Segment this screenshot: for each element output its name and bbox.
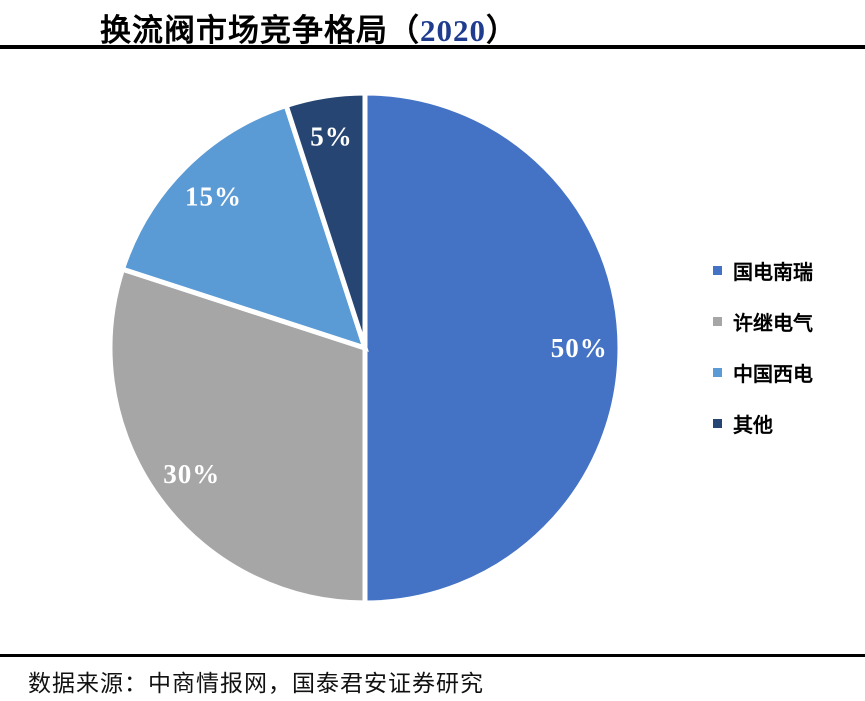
slice-label-1: 30% bbox=[163, 459, 220, 489]
legend-item-1: 许继电气 bbox=[713, 309, 813, 335]
chart-title-year: 2020 bbox=[420, 13, 486, 48]
pie-slice-0 bbox=[362, 90, 623, 606]
legend-label: 其他 bbox=[733, 414, 773, 437]
pie-slice-1 bbox=[107, 266, 368, 606]
legend-swatch-icon bbox=[713, 367, 722, 377]
chart-legend: 国电南瑞许继电气中国西电其他 bbox=[713, 258, 813, 437]
legend-swatch-icon bbox=[713, 418, 722, 428]
legend-item-3: 其他 bbox=[713, 411, 813, 437]
data-source-text: 数据来源：中商情报网，国泰君安证券研究 bbox=[28, 671, 484, 696]
chart-title: 换流阀市场竞争格局（2020） bbox=[100, 5, 518, 50]
slice-label-3: 5% bbox=[310, 121, 353, 151]
top-divider-rule bbox=[0, 45, 865, 49]
slice-label-0: 50% bbox=[551, 333, 608, 363]
bottom-divider-rule bbox=[0, 654, 865, 657]
slice-label-2: 15% bbox=[185, 182, 242, 212]
legend-swatch-icon bbox=[713, 316, 722, 326]
chart-title-suffix: ） bbox=[486, 13, 518, 48]
legend-label: 国电南瑞 bbox=[733, 261, 813, 284]
pie-slice-3 bbox=[283, 90, 368, 349]
legend-label: 中国西电 bbox=[733, 363, 813, 386]
legend-item-0: 国电南瑞 bbox=[713, 258, 813, 284]
chart-title-prefix: 换流阀市场竞争格局（ bbox=[100, 13, 420, 48]
legend-item-2: 中国西电 bbox=[713, 360, 813, 386]
legend-swatch-icon bbox=[713, 265, 722, 275]
legend-label: 许继电气 bbox=[733, 312, 813, 335]
